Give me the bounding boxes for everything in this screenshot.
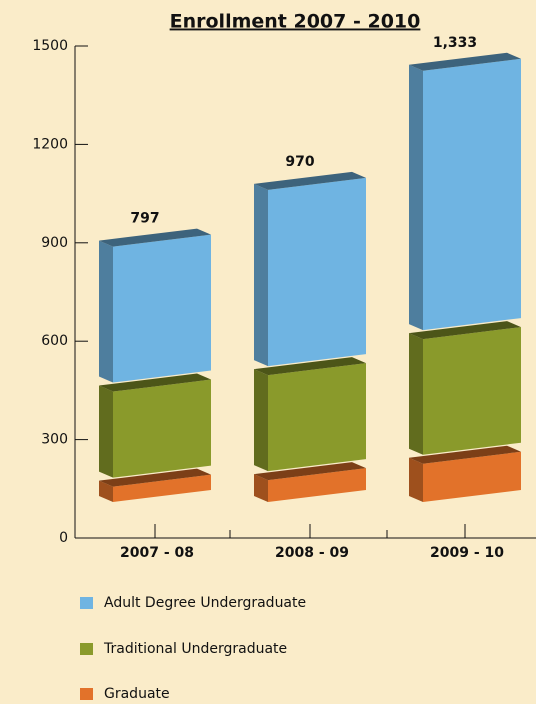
bar-top — [254, 357, 366, 376]
bar-front — [113, 379, 211, 478]
legend-label: Traditional Undergraduate — [103, 641, 287, 657]
bar-front — [113, 474, 211, 502]
bar-front — [268, 363, 366, 472]
bar-side — [409, 457, 423, 502]
bar-front — [423, 327, 521, 455]
bar-front — [113, 234, 211, 383]
legend-swatch — [80, 643, 93, 655]
bar-side — [409, 64, 423, 331]
legend-swatch — [80, 597, 93, 609]
bar-front — [268, 468, 366, 502]
bar-front — [268, 177, 366, 367]
y-tick-label: 1200 — [32, 136, 68, 152]
bar-side — [99, 385, 113, 478]
legend-swatch — [80, 688, 93, 700]
legend-label: Graduate — [104, 686, 170, 702]
x-tick-label: 2009 - 10 — [430, 545, 504, 561]
x-tick-label: 2008 - 09 — [275, 545, 349, 561]
y-tick-label: 900 — [41, 235, 68, 251]
bar-side — [99, 240, 113, 383]
bar-side — [254, 183, 268, 367]
x-tick-label: 2007 - 08 — [120, 545, 194, 561]
legend-label: Adult Degree Undergraduate — [104, 595, 306, 611]
bar-top — [409, 52, 521, 71]
bar-top — [99, 373, 211, 392]
y-tick-label: 600 — [41, 333, 68, 349]
bar-top — [409, 445, 521, 464]
bar-front — [423, 58, 521, 331]
bar-front — [423, 451, 521, 502]
total-label: 797 — [130, 211, 159, 227]
chart-title: Enrollment 2007 - 2010 — [170, 11, 421, 33]
bar-top — [409, 321, 521, 340]
bar-side — [254, 369, 268, 472]
y-tick-label: 0 — [59, 530, 68, 546]
bar-side — [99, 480, 113, 502]
y-tick-label: 1500 — [32, 38, 68, 54]
y-tick-label: 300 — [41, 432, 68, 448]
bar-side — [409, 333, 423, 455]
bar-top — [254, 171, 366, 190]
bar-top — [99, 228, 211, 247]
bar-top — [99, 468, 211, 487]
bar-top — [254, 462, 366, 481]
total-label: 1,333 — [433, 35, 477, 51]
total-label: 970 — [285, 154, 314, 170]
bar-side — [254, 474, 268, 502]
